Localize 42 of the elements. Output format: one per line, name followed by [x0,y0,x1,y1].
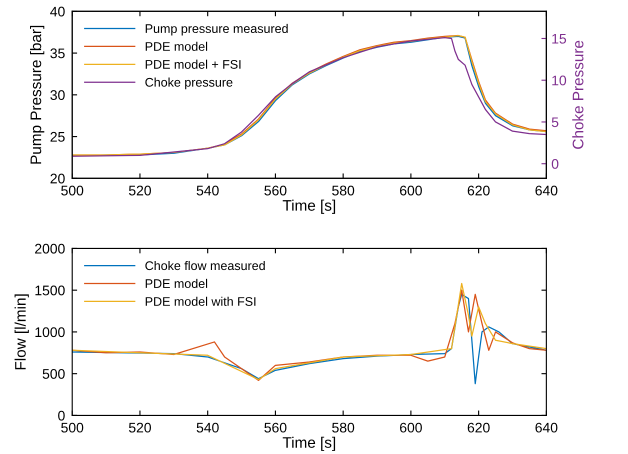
x-tick-label: 640 [535,422,558,433]
x-axis-title: Time [s] [282,200,336,214]
x-tick-label: 540 [196,186,219,196]
y-axis-title: Pump Pressure [bar] [30,26,44,164]
y-tick-label: 500 [42,369,65,379]
x-tick-label: 620 [468,422,490,433]
x-tick-label: 560 [264,186,286,196]
legend-label: PDE model [146,278,208,288]
y2-tick-label: 10 [552,76,566,86]
y-tick-label: 0 [58,410,65,421]
legend-label: PDE model [146,42,208,51]
x-tick-label: 500 [61,422,84,433]
y-tick-label: 1000 [35,327,65,338]
x-axis-title: Time [s] [282,436,336,451]
x-tick-label: 560 [264,422,286,433]
x-tick-label: 520 [128,422,151,433]
y-tick-label: 20 [50,174,65,184]
x-tick-label: 540 [196,422,219,433]
y2-tick-label: 15 [552,34,566,44]
y2-axis-title: Choke Pressure [572,40,584,149]
y-tick-label: 1500 [35,286,65,296]
y-tick-label: 2000 [35,244,65,254]
x-tick-label: 500 [61,186,84,196]
y-axis-title: Flow [l/min] [14,294,29,370]
y-tick-label: 40 [50,6,65,17]
x-tick-label: 640 [535,186,558,196]
y-tick-label: 30 [50,90,65,100]
x-tick-label: 520 [128,186,151,196]
legend-label: PDE model + FSI [146,60,240,69]
x-tick-label: 600 [400,186,422,196]
x-tick-label: 580 [332,186,354,196]
y-tick-label: 35 [50,48,65,58]
legend-label: PDE model with FSI [146,296,256,306]
legend-label: Pump pressure measured [146,24,288,36]
y-tick-label: 25 [50,132,65,142]
y2-tick-label: 0 [552,159,558,169]
legend-label: Choke flow measured [145,260,265,270]
legend-label: Choke pressure [145,78,232,90]
x-tick-label: 620 [468,186,490,196]
x-tick-label: 580 [332,422,354,433]
x-tick-label: 600 [400,422,422,433]
y2-tick-label: 5 [552,117,558,128]
